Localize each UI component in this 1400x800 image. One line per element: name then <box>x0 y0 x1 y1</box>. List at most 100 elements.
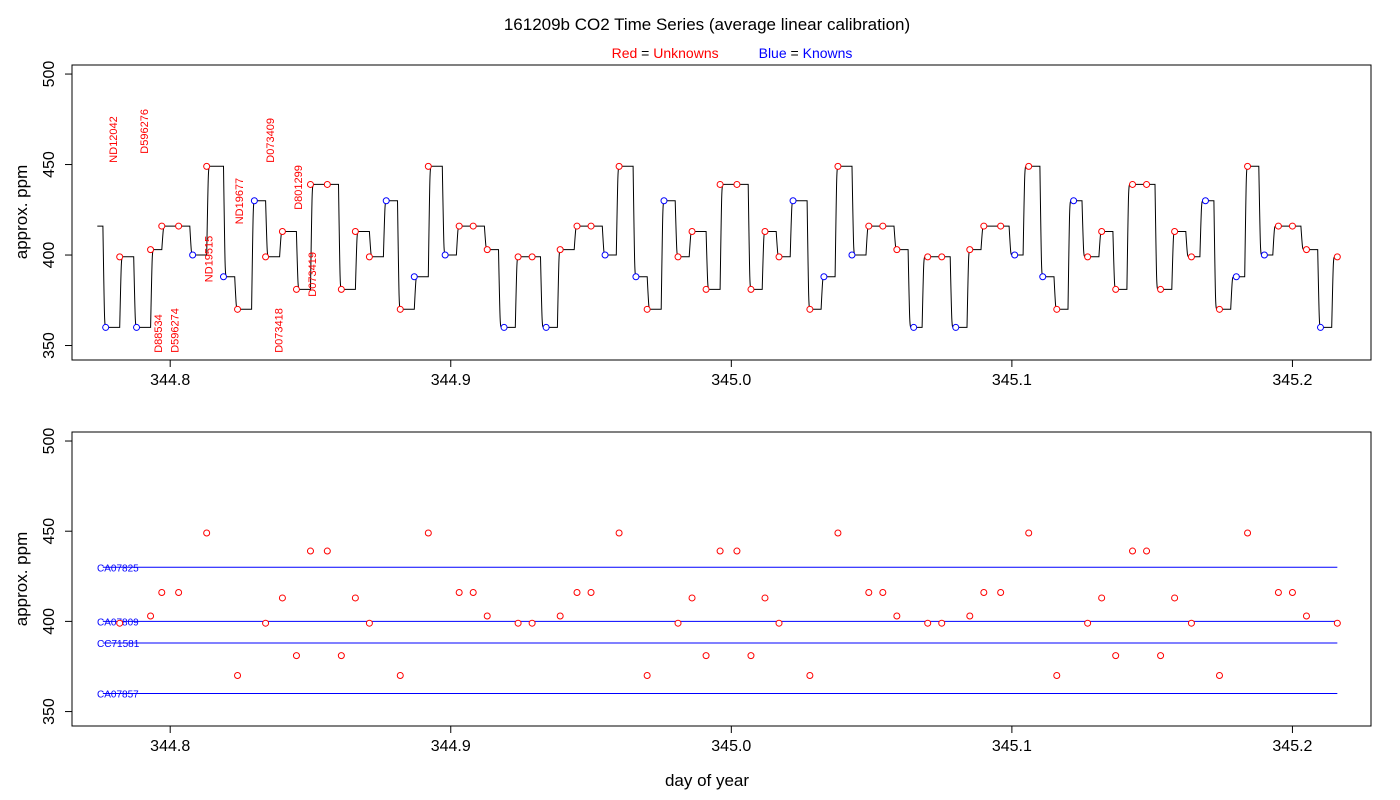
legend-unknown-eq: = <box>637 45 653 61</box>
sample-annotation: D073418 <box>273 308 285 353</box>
top-unknown-point <box>556 246 564 254</box>
bottom-unknown-point <box>615 529 623 537</box>
top-unknown-point <box>924 253 932 261</box>
bottom-unknown-point <box>879 589 887 597</box>
bottom-unknown-point <box>1025 529 1033 537</box>
top-plot-frame <box>71 64 1372 361</box>
top-unknown-point <box>966 246 974 254</box>
bottom-unknown-point <box>893 612 901 620</box>
bottom-unknown-point <box>716 547 724 555</box>
legend-known-label: Knowns <box>803 45 853 61</box>
top-unknown-point <box>351 228 359 236</box>
bottom-unknown-point <box>966 612 974 620</box>
legend-known-eq: = <box>787 45 803 61</box>
sample-annotation: D596274 <box>170 308 182 353</box>
bottom-unknown-point <box>528 619 536 627</box>
top-y-axis-label: approx. ppm <box>12 165 31 260</box>
bottom-unknown-point <box>747 652 755 660</box>
top-known-point <box>133 323 141 331</box>
bottom-unknown-point <box>1053 671 1061 679</box>
top-unknown-point <box>1053 305 1061 313</box>
top-unknown-point <box>1244 162 1252 170</box>
bottom-x-tick-label: 345.2 <box>1272 738 1312 755</box>
top-unknown-points <box>116 162 1341 313</box>
bottom-unknown-point <box>573 589 581 597</box>
top-unknown-point <box>292 285 300 293</box>
top-known-points <box>102 197 1324 331</box>
top-x-axis: 344.8 344.9 345.0 345.1 345.2 <box>150 360 1313 389</box>
bottom-unknown-point <box>761 594 769 602</box>
sample-annotation: D596276 <box>139 109 151 154</box>
bottom-unknown-point <box>674 619 682 627</box>
top-unknown-point <box>1098 228 1106 236</box>
top-unknown-point <box>278 228 286 236</box>
top-unknown-point <box>175 222 183 230</box>
top-unknown-point <box>528 253 536 261</box>
bottom-unknown-point <box>1302 612 1310 620</box>
top-unknown-point <box>469 222 477 230</box>
top-unknown-point <box>761 228 769 236</box>
bottom-y-axis: 350 400 450 500 <box>41 428 72 725</box>
sample-annotation: ND19515 <box>203 236 215 282</box>
top-unknown-point <box>455 222 463 230</box>
bottom-unknown-point <box>702 652 710 660</box>
bottom-unknown-points <box>116 529 1341 679</box>
bottom-y-axis-label: approx. ppm <box>12 532 31 627</box>
bottom-x-tick-label: 344.8 <box>150 738 190 755</box>
bottom-unknown-point <box>733 547 741 555</box>
bottom-unknown-point <box>775 619 783 627</box>
bottom-unknown-point <box>1084 619 1092 627</box>
bottom-unknown-point <box>1171 594 1179 602</box>
bottom-unknown-point <box>455 589 463 597</box>
top-known-point <box>820 273 828 281</box>
top-known-point <box>848 251 856 259</box>
top-x-tick-label: 344.9 <box>431 372 471 389</box>
top-y-tick-label: 400 <box>41 242 58 269</box>
top-unknown-point <box>306 180 314 188</box>
top-unknown-point <box>1084 253 1092 261</box>
bottom-panel: approx. ppm 344.8 344.9 345.0 345.1 345.2 35… <box>12 428 1372 755</box>
legend: Red = Unknowns Blue = Knowns <box>612 45 853 61</box>
top-unknown-point <box>514 253 522 261</box>
top-unknown-point <box>674 253 682 261</box>
top-known-point <box>189 251 197 259</box>
bottom-unknown-point <box>834 529 842 537</box>
bottom-unknown-point <box>1129 547 1137 555</box>
top-unknown-point <box>879 222 887 230</box>
bottom-unknown-point <box>469 589 477 597</box>
top-known-point <box>500 323 508 331</box>
top-known-point <box>910 323 918 331</box>
bottom-unknown-point <box>1098 594 1106 602</box>
top-unknown-point <box>1288 222 1296 230</box>
top-unknown-point <box>483 246 491 254</box>
top-x-tick-label: 344.8 <box>150 372 190 389</box>
bottom-x-tick-label: 344.9 <box>431 738 471 755</box>
top-known-point <box>382 197 390 205</box>
top-unknown-point <box>615 162 623 170</box>
bottom-unknown-point <box>1215 671 1223 679</box>
bottom-unknown-point <box>587 589 595 597</box>
bottom-x-axis: 344.8 344.9 345.0 345.1 345.2 <box>150 726 1313 755</box>
bottom-unknown-point <box>365 619 373 627</box>
top-known-point <box>250 197 258 205</box>
bottom-unknown-point <box>806 671 814 679</box>
top-x-tick-label: 345.2 <box>1272 372 1312 389</box>
top-known-point <box>441 251 449 259</box>
top-x-tick-label: 345.0 <box>711 372 751 389</box>
bottom-unknown-point <box>1288 589 1296 597</box>
bottom-unknown-point <box>351 594 359 602</box>
bottom-unknown-point <box>980 589 988 597</box>
bottom-unknown-point <box>337 652 345 660</box>
top-unknown-point <box>587 222 595 230</box>
top-known-point <box>789 197 797 205</box>
top-unknown-point <box>716 180 724 188</box>
sample-annotation: D073409 <box>265 118 277 163</box>
top-unknown-point <box>1215 305 1223 313</box>
top-known-point <box>1232 273 1240 281</box>
bottom-unknown-point <box>396 671 404 679</box>
top-known-point <box>1011 251 1019 259</box>
top-known-point <box>1039 273 1047 281</box>
top-unknown-point <box>1143 180 1151 188</box>
figure-title: 161209b CO2 Time Series (average linear … <box>504 15 910 34</box>
x-axis-label: day of year <box>665 771 749 790</box>
